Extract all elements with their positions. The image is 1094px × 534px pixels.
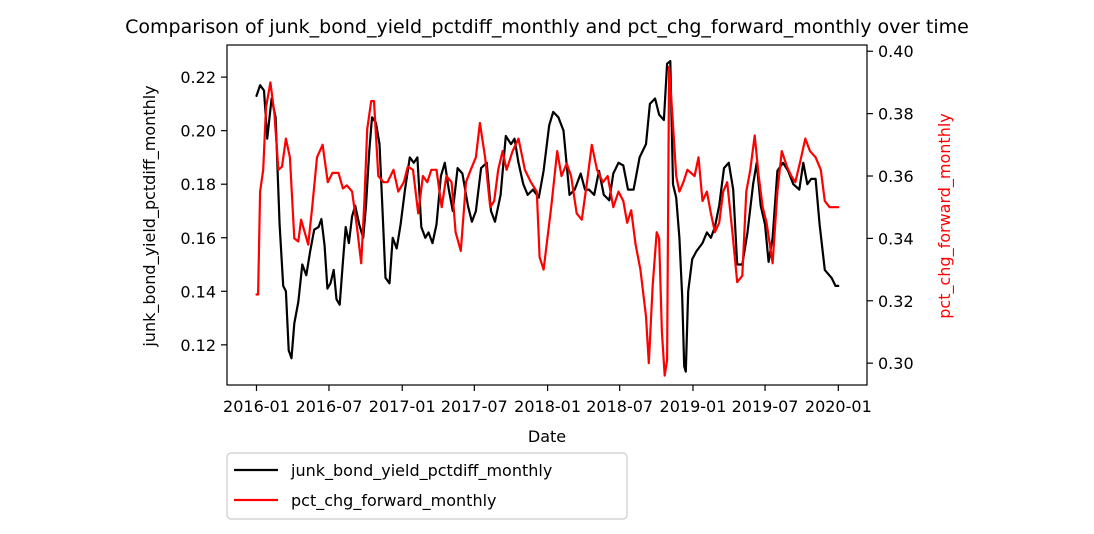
x-axis: 2016-01 2016-07 2017-01 2017-07 2018-01 2018-… [223, 385, 872, 416]
right-y-tick-label: 0.36 [878, 167, 914, 186]
left-y-tick-label: 0.12 [180, 336, 216, 355]
x-tick-label: 2019-07 [732, 397, 799, 416]
right-y-tick-label: 0.38 [878, 105, 914, 124]
right-y-tick-label: 0.30 [878, 354, 914, 373]
x-tick-label: 2016-07 [296, 397, 363, 416]
legend-label-pct-chg: pct_chg_forward_monthly [291, 491, 497, 511]
legend-box [226, 452, 628, 520]
legend: junk_bond_yield_pctdiff_monthly pct_chg_… [226, 452, 628, 520]
chart-title: Comparison of junk_bond_yield_pctdiff_mo… [125, 16, 969, 38]
x-tick-label: 2019-01 [660, 397, 727, 416]
x-axis-label: Date [528, 427, 566, 446]
x-tick-label: 2016-01 [223, 397, 290, 416]
right-y-tick-label: 0.32 [878, 292, 914, 311]
left-y-tick-label: 0.22 [180, 68, 216, 87]
series-line-junk-bond-yield-pctdiff [255, 60, 840, 373]
left-y-tick-label: 0.18 [180, 175, 216, 194]
x-tick-label: 2018-07 [586, 397, 653, 416]
x-tick-label: 2020-01 [805, 397, 872, 416]
left-y-tick-label: 0.16 [180, 229, 216, 248]
left-y-axis: 0.12 0.14 0.16 0.18 0.20 0.22 [180, 68, 227, 355]
x-tick-label: 2018-01 [514, 397, 581, 416]
x-tick-label: 2017-01 [369, 397, 436, 416]
right-y-axis: 0.30 0.32 0.34 0.36 0.38 0.40 [867, 42, 914, 373]
left-y-tick-label: 0.20 [180, 122, 216, 141]
left-y-axis-label: junk_bond_yield_pctdiff_monthly [140, 85, 160, 347]
right-y-axis-label: pct_chg_forward_monthly [935, 113, 955, 319]
plot-series [255, 60, 840, 377]
right-y-tick-label: 0.40 [878, 42, 914, 61]
legend-label-junk-bond: junk_bond_yield_pctdiff_monthly [290, 461, 552, 481]
x-tick-label: 2017-07 [441, 397, 508, 416]
plot-frame [226, 44, 868, 386]
series-line-pct-chg-forward [255, 65, 840, 377]
left-y-tick-label: 0.14 [180, 282, 216, 301]
right-y-tick-label: 0.34 [878, 229, 914, 248]
